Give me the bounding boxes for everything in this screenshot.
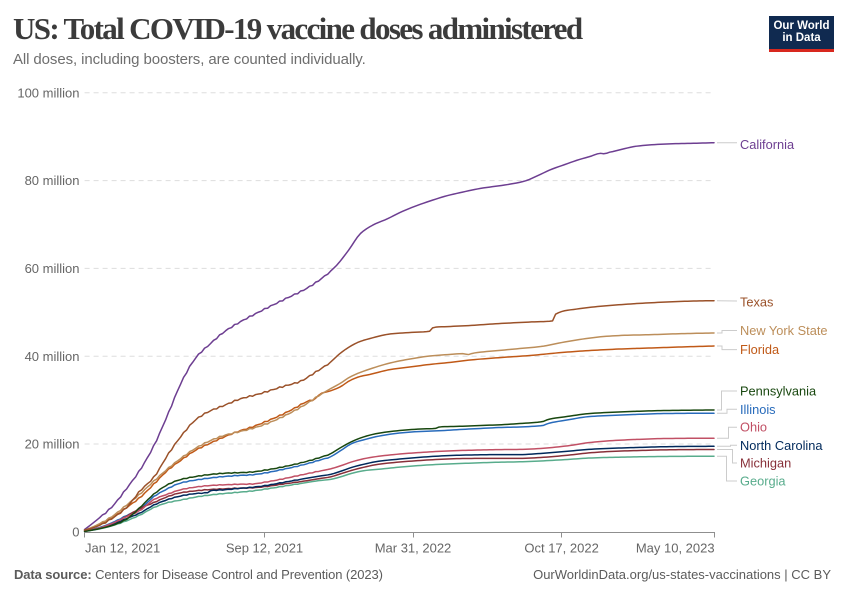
svg-text:20 million: 20 million — [25, 437, 80, 452]
svg-text:80 million: 80 million — [25, 173, 80, 188]
svg-text:Ohio: Ohio — [740, 420, 767, 435]
svg-text:Mar 31, 2022: Mar 31, 2022 — [375, 541, 452, 556]
svg-text:Pennsylvania: Pennsylvania — [740, 384, 817, 399]
svg-text:Michigan: Michigan — [740, 456, 791, 471]
svg-text:Sep 12, 2021: Sep 12, 2021 — [226, 541, 303, 556]
svg-text:North Carolina: North Carolina — [740, 438, 823, 453]
svg-text:100 million: 100 million — [17, 85, 79, 100]
svg-text:Oct 17, 2022: Oct 17, 2022 — [524, 541, 598, 556]
svg-text:Florida: Florida — [740, 342, 780, 357]
svg-text:60 million: 60 million — [25, 261, 80, 276]
svg-text:May 10, 2023: May 10, 2023 — [636, 541, 715, 556]
svg-text:Georgia: Georgia — [740, 473, 786, 488]
svg-text:40 million: 40 million — [25, 349, 80, 364]
svg-text:California: California — [740, 137, 795, 152]
svg-text:New York State: New York State — [740, 323, 828, 338]
svg-text:0: 0 — [72, 524, 79, 539]
svg-text:Jan 12, 2021: Jan 12, 2021 — [85, 541, 160, 556]
svg-text:Illinois: Illinois — [740, 402, 776, 417]
svg-text:Texas: Texas — [740, 294, 773, 309]
